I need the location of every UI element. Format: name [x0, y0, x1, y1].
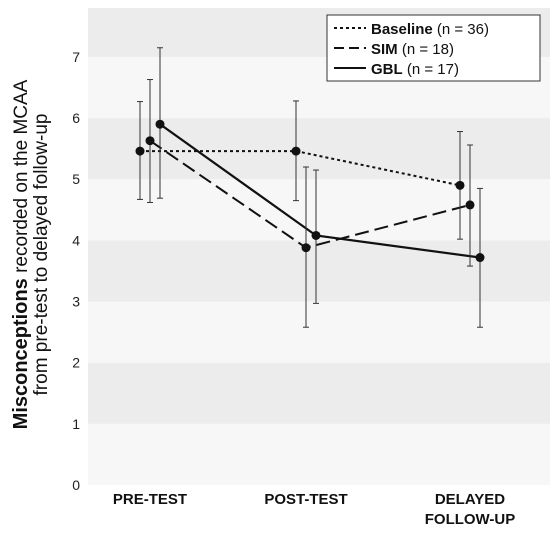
legend-label-gbl: GBL (n = 17): [371, 61, 459, 78]
legend-box: [326, 14, 541, 82]
legend-label-sim: SIM (n = 18): [371, 41, 454, 58]
x-category-label: POST-TEST: [264, 491, 347, 508]
x-category-label: FOLLOW-UP: [425, 511, 516, 528]
x-category-label: PRE-TEST: [113, 491, 187, 508]
y-tick-label: 1: [72, 416, 80, 432]
x-axis-categories: PRE-TEST POST-TEST DELAYED FOLLOW-UP: [113, 491, 515, 528]
data-point-gbl: [311, 230, 321, 240]
data-point-baseline: [455, 180, 465, 190]
data-points: [135, 119, 485, 263]
data-point-sim: [145, 136, 155, 146]
data-point-gbl: [155, 119, 165, 129]
data-point-baseline: [135, 146, 145, 156]
y-axis-title-line1: Misconceptions recorded on the MCAA: [10, 79, 32, 429]
y-tick-label: 6: [72, 110, 80, 126]
legend: Baseline (n = 36) SIM (n = 18) GBL (n = 17…: [326, 14, 541, 82]
y-tick-label: 4: [72, 232, 80, 248]
y-tick-label: 5: [72, 171, 80, 187]
y-tick-label: 3: [72, 294, 80, 310]
plot-background: [88, 8, 550, 485]
grid-band: [88, 423, 550, 485]
y-tick-label: 7: [72, 49, 80, 65]
grid-band: [88, 179, 550, 241]
data-point-sim: [301, 243, 311, 253]
data-point-baseline: [291, 146, 301, 156]
y-axis-title: Misconceptions recorded on the MCAA from …: [10, 79, 52, 429]
legend-label-baseline: Baseline (n = 36): [371, 21, 489, 38]
grid-band: [88, 362, 550, 424]
y-tick-label: 2: [72, 355, 80, 371]
y-tick-label: 0: [72, 477, 80, 493]
data-point-gbl: [475, 253, 485, 263]
x-category-label: DELAYED: [435, 491, 505, 508]
y-axis-title-line2: from pre-test to delayed follow-up: [31, 114, 52, 396]
data-point-sim: [465, 200, 475, 210]
y-axis-ticks: 0 1 2 3 4 5 6 7: [72, 49, 80, 493]
grid-band: [88, 240, 550, 302]
grid-band: [88, 301, 550, 363]
